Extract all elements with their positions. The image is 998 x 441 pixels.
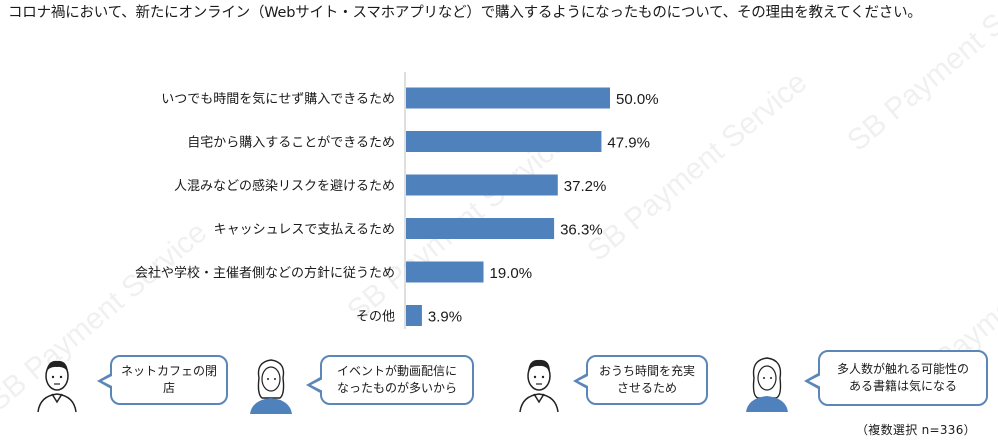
value-label: 47.9% <box>607 135 650 152</box>
woman-avatar-icon <box>250 359 292 414</box>
bubble-tail <box>809 375 821 387</box>
comment-bubble: イベントが動画配信に なったものが多いから <box>320 355 474 405</box>
value-label: 37.2% <box>564 178 607 195</box>
bar <box>406 87 610 109</box>
bar <box>406 305 422 326</box>
bubble-tail <box>311 379 323 391</box>
value-label: 3.9% <box>428 309 462 326</box>
survey-question: コロナ禍において、新たにオンライン（Webサイト・スマホアプリなど）で購入するよ… <box>8 5 922 21</box>
bar <box>406 261 484 283</box>
category-label: その他 <box>356 310 395 325</box>
category-label: いつでも時間を気にせず購入できるため <box>161 91 395 107</box>
comment-bubble: ネットカフェの閉店 <box>110 355 228 405</box>
man-avatar-icon <box>519 359 559 412</box>
value-label: 36.3% <box>560 222 603 239</box>
category-label: 人混みなどの感染リスクを避けるため <box>174 178 395 194</box>
value-label: 19.0% <box>490 265 533 282</box>
bar <box>406 174 558 196</box>
woman-avatar-icon <box>746 357 788 412</box>
bar <box>406 131 602 152</box>
sample-note: （複数選択 n=336） <box>856 423 976 437</box>
comment-bubble: 多人数が触れる可能性の ある書籍は気になる <box>818 350 988 406</box>
category-label: 自宅から購入することができるため <box>187 136 395 151</box>
man-avatar-icon <box>37 360 77 412</box>
bubble-tail <box>578 375 590 387</box>
value-label: 50.0% <box>616 91 659 108</box>
bubble-tail <box>102 375 114 387</box>
category-label: 会社や学校・主催者側などの方針に従うため <box>135 265 395 281</box>
category-label: キャッシュレスで支払えるため <box>214 223 395 238</box>
comment-bubble: おうち時間を充実 させるため <box>586 355 708 405</box>
bar <box>406 218 555 239</box>
